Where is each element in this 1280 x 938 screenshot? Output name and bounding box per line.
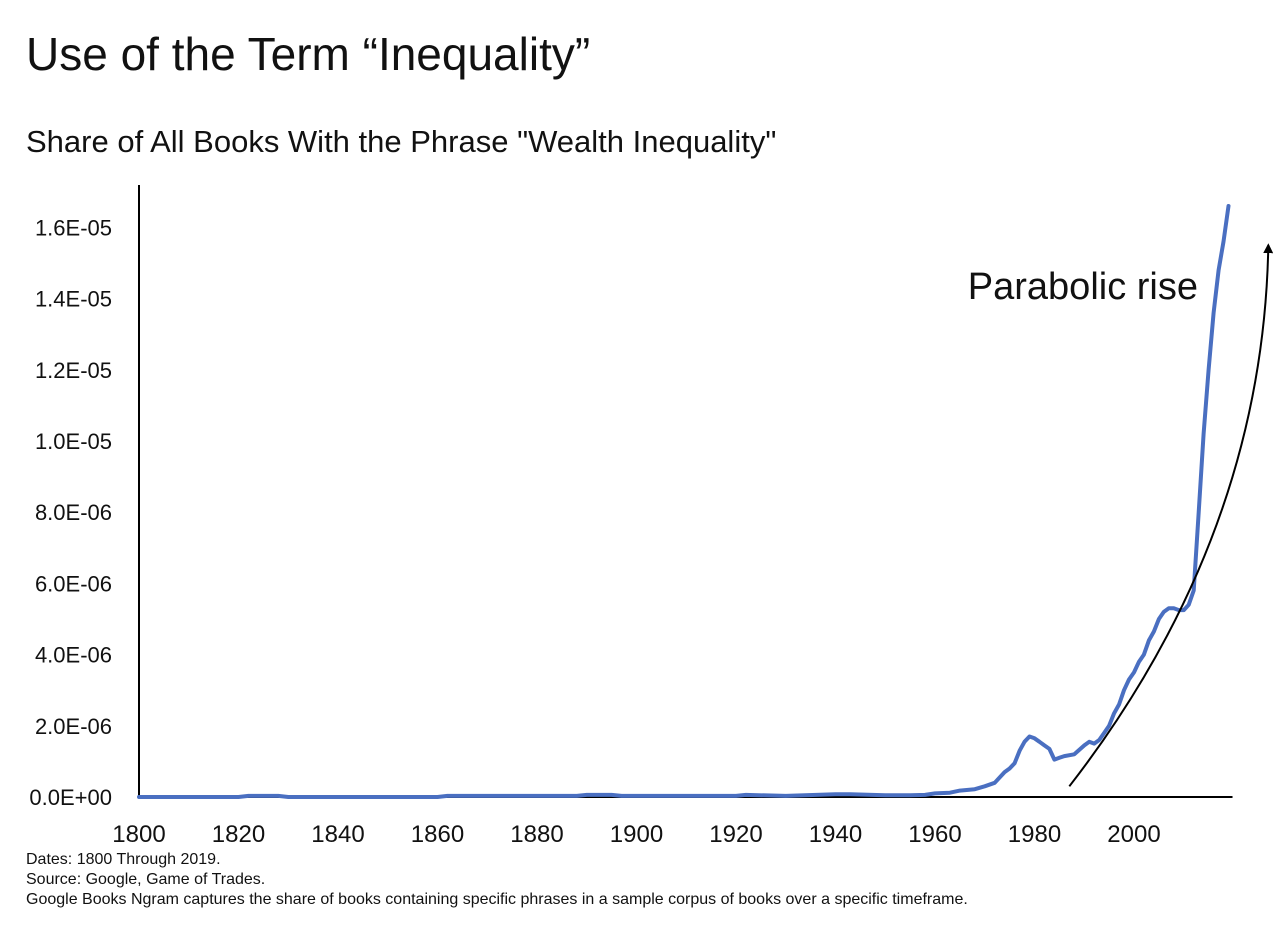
annotation-parabolic-rise: Parabolic rise [968, 266, 1198, 308]
footnotes: Dates: 1800 Through 2019. Source: Google… [26, 850, 968, 910]
footnote-source: Source: Google, Game of Trades. [26, 871, 266, 888]
y-tick-label: 6.0E-06 [35, 571, 112, 596]
y-tick-label: 1.2E-05 [35, 358, 112, 383]
line-chart: 0.0E+00 2.0E-06 4.0E-06 6.0E-06 8.0E-06 1.0E-… [29, 185, 1274, 848]
parabolic-rise-arrow [1068, 243, 1274, 787]
x-tick-label: 1880 [510, 821, 563, 848]
y-tick-label: 8.0E-06 [35, 500, 112, 525]
x-tick-label: 1860 [411, 821, 464, 848]
y-tick-label: 4.0E-06 [35, 643, 112, 668]
y-tick-label: 1.4E-05 [35, 287, 112, 312]
x-tick-label: 1940 [809, 821, 862, 848]
series-line-wealth-inequality [137, 204, 1231, 799]
x-tick-label: 2000 [1107, 821, 1160, 848]
footnote-methodology: Google Books Ngram captures the share of… [26, 891, 968, 908]
y-tick-label: 0.0E+00 [29, 785, 112, 810]
y-tick-label: 2.0E-06 [35, 714, 112, 739]
y-tick-label: 1.0E-05 [35, 429, 112, 454]
x-axis-tick-labels: 1800 1820 1840 1860 1880 1900 1920 1940 1960 1980… [112, 821, 1160, 848]
x-tick-label: 1800 [112, 821, 165, 848]
x-tick-label: 1980 [1008, 821, 1061, 848]
x-tick-label: 1840 [311, 821, 364, 848]
y-axis-tick-labels: 0.0E+00 2.0E-06 4.0E-06 6.0E-06 8.0E-06 1.0E-… [29, 215, 112, 810]
footnote-dates: Dates: 1800 Through 2019. [26, 851, 221, 868]
x-tick-label: 1820 [212, 821, 265, 848]
x-tick-label: 1920 [709, 821, 762, 848]
x-tick-label: 1900 [610, 821, 663, 848]
x-tick-label: 1960 [908, 821, 961, 848]
chart-subtitle: Share of All Books With the Phrase "Weal… [26, 124, 777, 159]
y-tick-label: 1.6E-05 [35, 215, 112, 240]
chart-title: Use of the Term “Inequality” [26, 28, 591, 80]
